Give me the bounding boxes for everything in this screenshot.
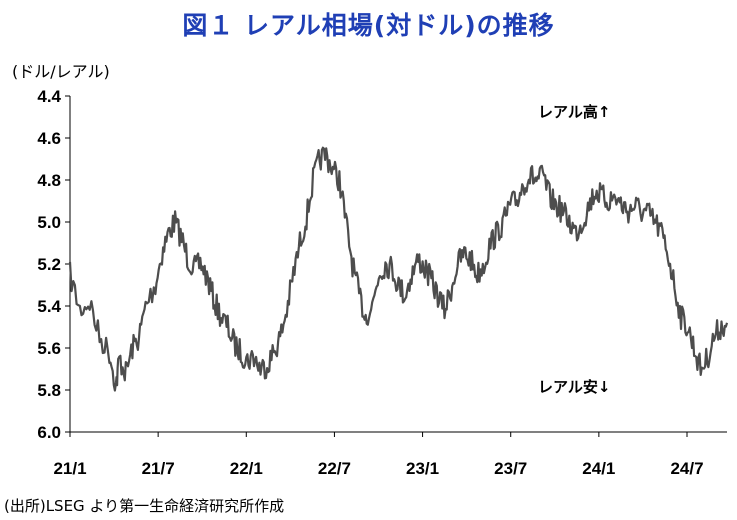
y-tick-label: 5.2 <box>37 255 61 274</box>
real-weak-note: レアル安↓ <box>538 378 610 396</box>
x-tick-label: 24/7 <box>670 459 703 478</box>
x-tick-label: 22/1 <box>230 459 263 478</box>
x-tick-label: 23/1 <box>406 459 439 478</box>
source-note: (出所)LSEG より第一生命経済研究所作成 <box>4 497 285 515</box>
x-tick-label: 24/1 <box>582 459 615 478</box>
y-tick-label: 4.8 <box>37 171 61 190</box>
chart-title: 図１ レアル相場(対ドル)の推移 <box>182 11 555 40</box>
x-tick-label: 23/7 <box>494 459 527 478</box>
unit-label: (ドル/レアル) <box>12 62 110 81</box>
y-tick-label: 5.6 <box>37 339 61 358</box>
y-tick-label: 6.0 <box>37 423 61 442</box>
y-tick-label: 5.4 <box>37 297 61 316</box>
axis-layer: 4.4 4.6 4.8 5.0 5.2 5.4 5.6 5.8 6.0 21/1 21/7 22/1 2… <box>37 87 727 478</box>
x-tick-label: 21/1 <box>53 459 86 478</box>
exchange-rate-line <box>68 146 729 392</box>
real-strong-note: レアル高↑ <box>538 103 610 121</box>
y-tick-label: 5.8 <box>37 381 61 400</box>
y-tick-label: 5.0 <box>37 213 61 232</box>
x-tick-label: 22/7 <box>318 459 351 478</box>
series-layer <box>68 146 729 392</box>
annotation-layer: レアル高↑ レアル安↓ <box>538 103 610 396</box>
y-tick-label: 4.6 <box>37 129 61 148</box>
x-tick-label: 21/7 <box>142 459 175 478</box>
y-tick-label: 4.4 <box>37 87 61 106</box>
